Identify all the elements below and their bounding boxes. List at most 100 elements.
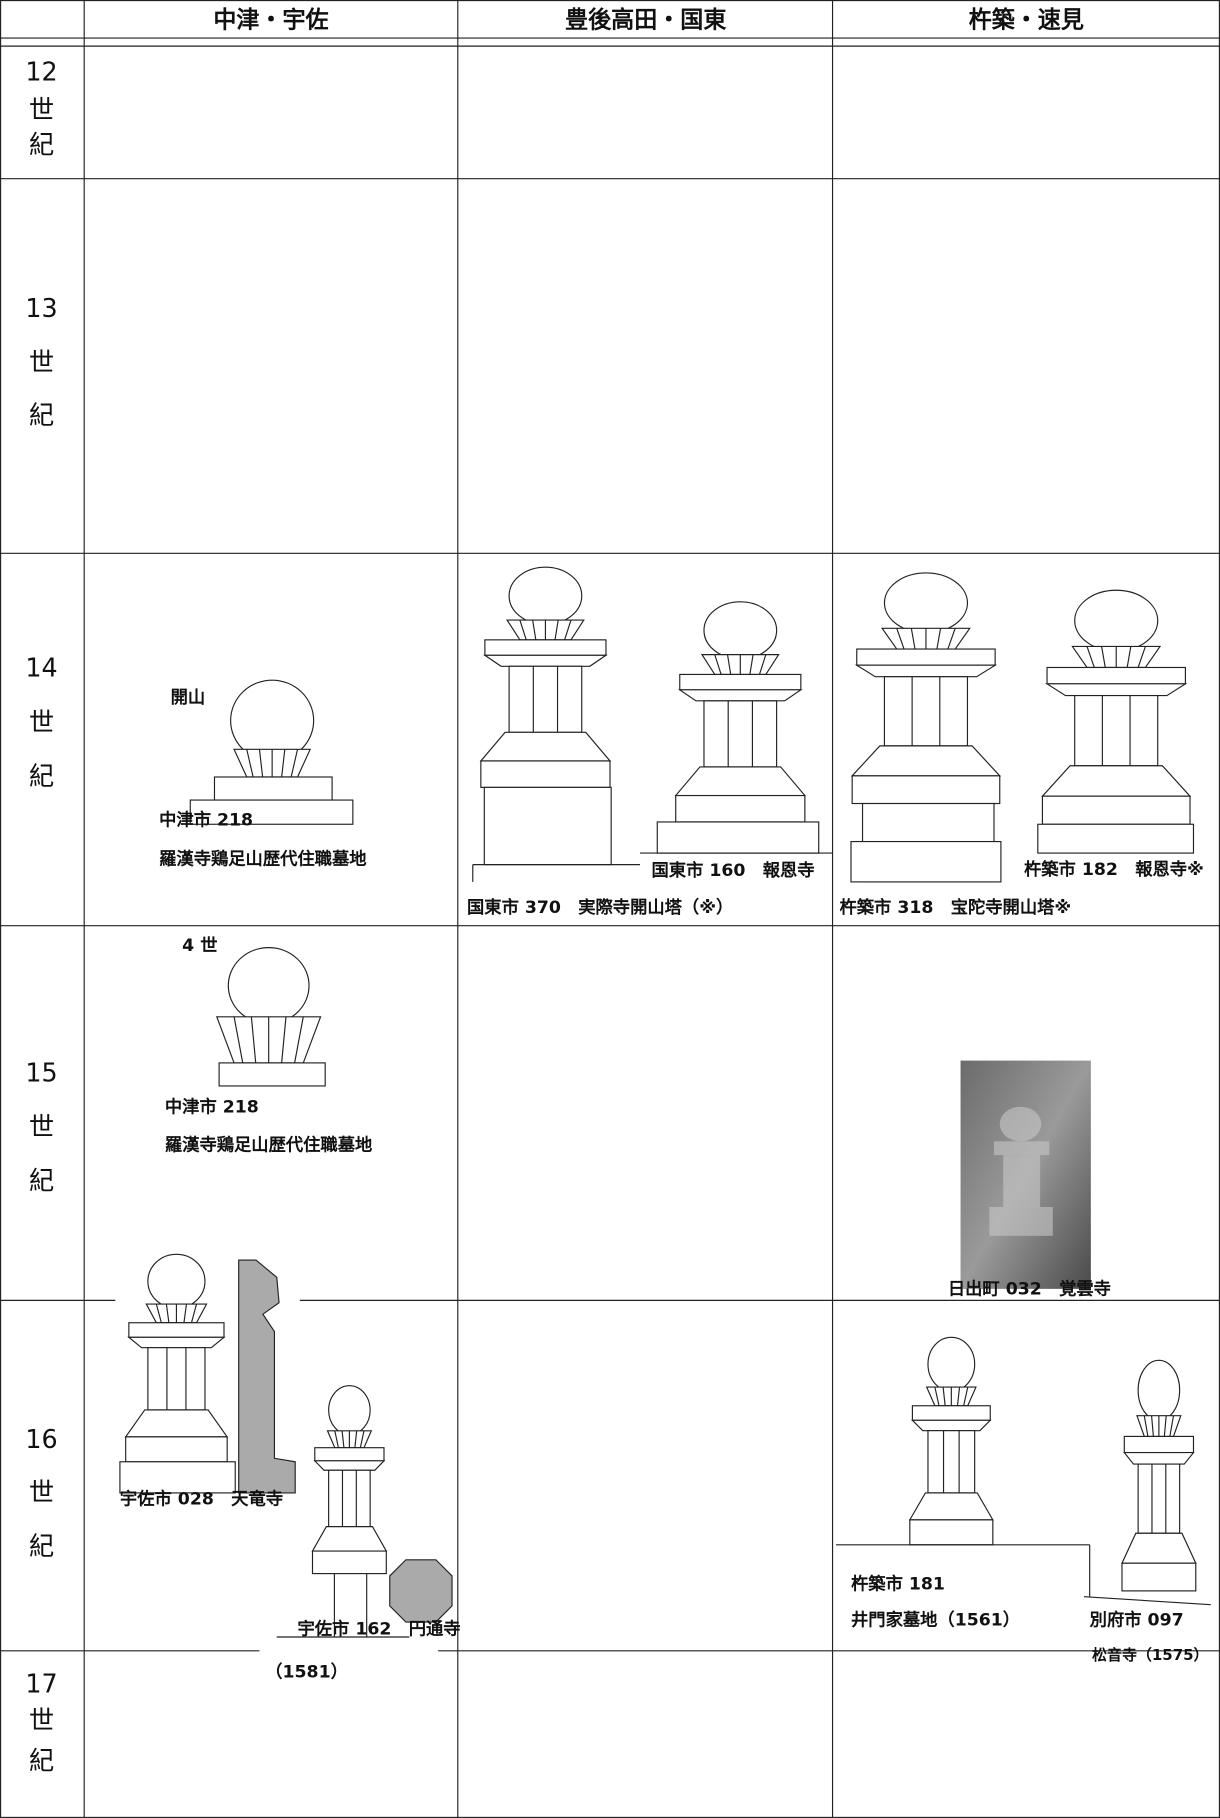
caption: 羅漢寺鶏足山歴代住職墓地: [159, 849, 367, 870]
drawing-part: [328, 1385, 371, 1436]
caption: 開山: [171, 688, 206, 708]
drawing-part: [147, 1253, 206, 1309]
drawing-part: [1037, 823, 1195, 854]
drawing-part: [1041, 795, 1191, 825]
drawing-part: [908, 1492, 994, 1521]
drawing-part: [656, 821, 820, 854]
drawing-part: [532, 619, 537, 640]
drawing-part: [1123, 1451, 1195, 1465]
century-label: 世: [29, 347, 54, 377]
caption: 別府市 097: [1090, 1609, 1184, 1630]
drawing-part: [1046, 666, 1186, 685]
caption: 国東市 370 実際寺開山塔（※）: [467, 897, 733, 918]
drawing-part: [851, 775, 1001, 805]
century-label: 紀: [29, 400, 54, 430]
drawing-part: [359, 1430, 365, 1448]
century-label: 15: [25, 1057, 57, 1087]
drawing-part: [190, 1303, 198, 1323]
drawing-part: [674, 766, 807, 797]
drawing-part: [480, 760, 611, 788]
drawing-part: [947, 628, 956, 650]
column-header: 中津・宇佐: [213, 7, 328, 34]
column-header: 豊後高田・国東: [565, 7, 726, 34]
plan-drawing: [389, 1559, 453, 1623]
column-header: 杵築・速見: [969, 7, 1084, 34]
drawing-part: [341, 1430, 345, 1448]
drawing-part: [850, 840, 1002, 883]
drawing-part: [183, 1303, 188, 1323]
drawing-part: [290, 749, 299, 778]
photo-detail: [989, 1106, 1053, 1236]
caption: 国東市 160 報恩寺: [652, 860, 815, 881]
drawing-part: [311, 1550, 387, 1575]
caption: 杵築市 181: [851, 1574, 945, 1595]
century-label: 世: [29, 1112, 54, 1142]
drawing-part: [896, 628, 905, 650]
drawing-part: [1101, 646, 1106, 668]
drawing-part: [1041, 765, 1192, 797]
drawing-part: [749, 654, 754, 675]
caption: 羅漢寺鶏足山歴代住職墓地: [165, 1135, 373, 1156]
drawing-part: [927, 1336, 976, 1392]
drawing-part: [1086, 646, 1095, 668]
drawing-part: [850, 745, 1002, 777]
drawing-part: [758, 654, 767, 675]
drawing-part: [554, 619, 559, 640]
drawing-part: [856, 648, 996, 666]
drawing-part: [1045, 683, 1188, 697]
drawing-part: [155, 1303, 162, 1323]
caption: 中津市 218: [165, 1096, 259, 1117]
century-label: 12: [25, 57, 57, 87]
drawing-part: [484, 639, 607, 656]
century-label: 紀: [29, 129, 54, 159]
drawing-part: [936, 628, 942, 650]
drawing-part: [508, 566, 583, 626]
profile-drawing: [238, 1259, 296, 1494]
century-label: 17: [25, 1668, 57, 1698]
drawing-part: [911, 1405, 991, 1421]
drawing-part: [1137, 1359, 1181, 1421]
drawing-part: [1074, 694, 1159, 767]
drawing-part: [714, 654, 722, 675]
century-label: 14: [25, 653, 57, 683]
drawing-part: [483, 654, 608, 667]
drawing-part: [218, 1062, 326, 1087]
drawing-part: [1121, 1562, 1197, 1592]
drawing-part: [883, 676, 969, 747]
drawing-part: [281, 749, 286, 778]
drawing-part: [854, 664, 998, 678]
drawing-part: [147, 1347, 206, 1411]
drawing-part: [281, 1016, 287, 1063]
drawing-part: [1151, 1415, 1154, 1437]
drawing-part: [508, 665, 583, 733]
drawing-part: [313, 1460, 386, 1471]
drawing-part: [246, 749, 254, 778]
drawing-part: [956, 1387, 961, 1406]
drawing-part: [927, 1430, 976, 1494]
drawing-part: [883, 572, 969, 634]
caption: 4 世: [182, 935, 217, 956]
century-label: 紀: [29, 1166, 54, 1196]
caption: 井門家墓地（1561）: [851, 1609, 1020, 1630]
drawing-part: [675, 794, 806, 823]
century-label: 紀: [29, 761, 54, 791]
drawing-part: [1126, 646, 1132, 668]
drawing-part: [942, 1387, 946, 1406]
caption: （1581）: [265, 1661, 348, 1682]
drawing-part: [963, 1386, 969, 1406]
century-label: 世: [29, 1705, 54, 1735]
caption: 宇佐市 028 天竜寺: [120, 1488, 283, 1509]
century-label: 世: [29, 1477, 54, 1507]
drawing-part: [334, 1430, 340, 1448]
century-label: 世: [29, 707, 54, 737]
drawing-part: [909, 1519, 994, 1546]
drawing-part: [677, 689, 803, 702]
drawing-part: [1163, 1415, 1167, 1437]
drawing-part: [213, 776, 333, 801]
drawing-part: [564, 619, 572, 641]
drawing-part: [1121, 1532, 1197, 1564]
century-label: 紀: [29, 1531, 54, 1561]
caption: 中津市 218: [159, 809, 253, 830]
